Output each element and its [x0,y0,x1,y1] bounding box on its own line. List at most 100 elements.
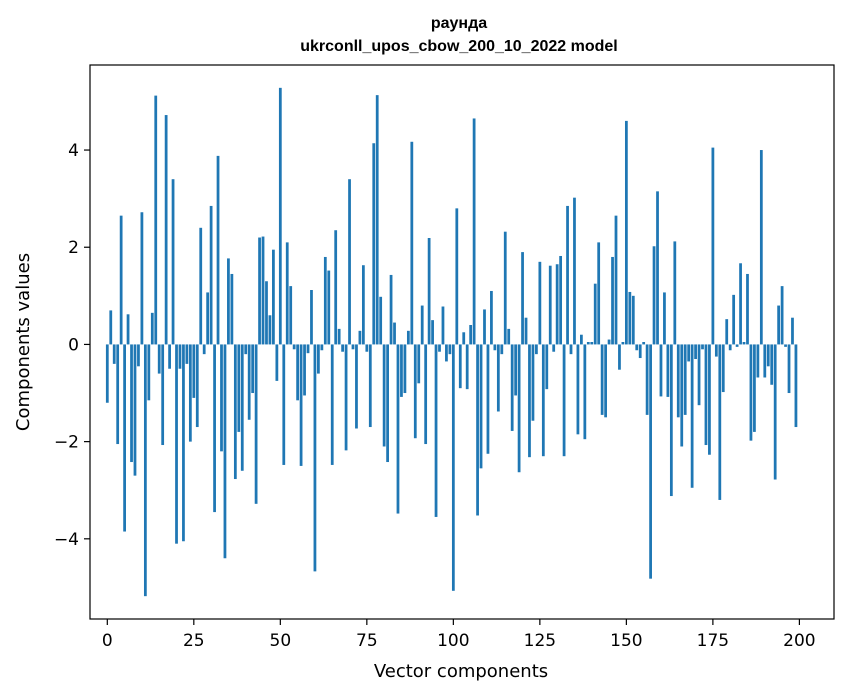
bar [663,292,666,345]
bar [770,344,774,385]
bar [182,344,185,542]
bar [272,249,275,345]
x-tick-label: 0 [102,631,113,651]
bar [285,242,289,345]
bar [278,87,282,345]
bar [465,344,469,390]
x-tick-label: 125 [524,631,556,651]
bar [604,344,607,418]
bar [569,344,573,355]
bar [576,344,580,435]
bar [251,344,255,394]
bar [642,342,646,345]
bar [393,322,396,345]
bar [140,212,144,345]
bar [351,344,355,350]
bar [400,344,403,397]
y-axis-label: Components values [13,253,34,431]
bar [538,261,542,345]
bar [566,205,569,345]
bar [541,344,545,457]
bar [306,344,310,354]
x-tick-label: 75 [356,631,378,651]
bar [410,141,414,345]
bar [791,317,794,345]
bar [254,344,258,504]
bar [728,344,732,351]
bar [230,273,234,345]
bar [358,330,362,345]
bar [195,344,199,428]
bar [593,283,597,345]
bar [372,143,376,345]
bar [386,344,389,463]
bar [192,344,196,398]
bar [389,274,393,345]
bar [112,344,116,364]
bar [559,255,563,345]
bar [552,344,556,352]
bar [323,256,327,345]
bar [597,242,601,345]
chart-title-line1: раунда [431,15,487,32]
bar [448,344,452,355]
bar [514,344,518,396]
bar [483,309,486,345]
bar [721,344,725,393]
bar [607,339,611,345]
bar [233,344,237,480]
bar [431,320,434,345]
bar [580,334,583,345]
bar [458,344,462,389]
bar [746,273,749,345]
bar [503,231,507,345]
bar [718,344,722,500]
bar [493,344,497,351]
bar [348,179,351,345]
bar [635,344,639,351]
bar [687,344,691,362]
bar [361,265,365,345]
y-tick-label: −2 [54,433,79,453]
bar [445,344,448,362]
bar [455,208,459,345]
bar [618,344,621,370]
bar [296,344,300,401]
bar [216,155,220,345]
bar [337,328,341,345]
bar [531,344,535,421]
bar [147,344,151,401]
bar [275,344,279,381]
bar [320,344,324,351]
bar [676,344,680,418]
bar [773,344,777,480]
bar [268,315,272,345]
x-tick-label: 25 [183,631,205,651]
bar [206,292,210,345]
x-tick-label: 200 [783,631,815,651]
bar [109,310,113,345]
bar [150,312,154,345]
bar [289,286,293,345]
bar [344,344,348,451]
plot-frame [89,64,835,620]
bar [708,344,711,455]
bar [562,344,566,457]
bar [652,246,656,345]
bar [213,344,216,513]
bar [143,344,147,597]
bar [161,344,165,446]
bar [116,344,120,445]
bar [178,344,182,369]
bar [420,305,424,345]
bar [396,344,400,514]
bar [434,344,438,517]
y-tick-label: 0 [68,335,79,355]
y-tick-label: 2 [68,238,79,258]
bar [133,344,137,476]
bar [476,344,479,516]
bar [631,295,635,345]
bar [600,344,604,415]
bar [154,95,158,345]
bar [694,344,697,360]
